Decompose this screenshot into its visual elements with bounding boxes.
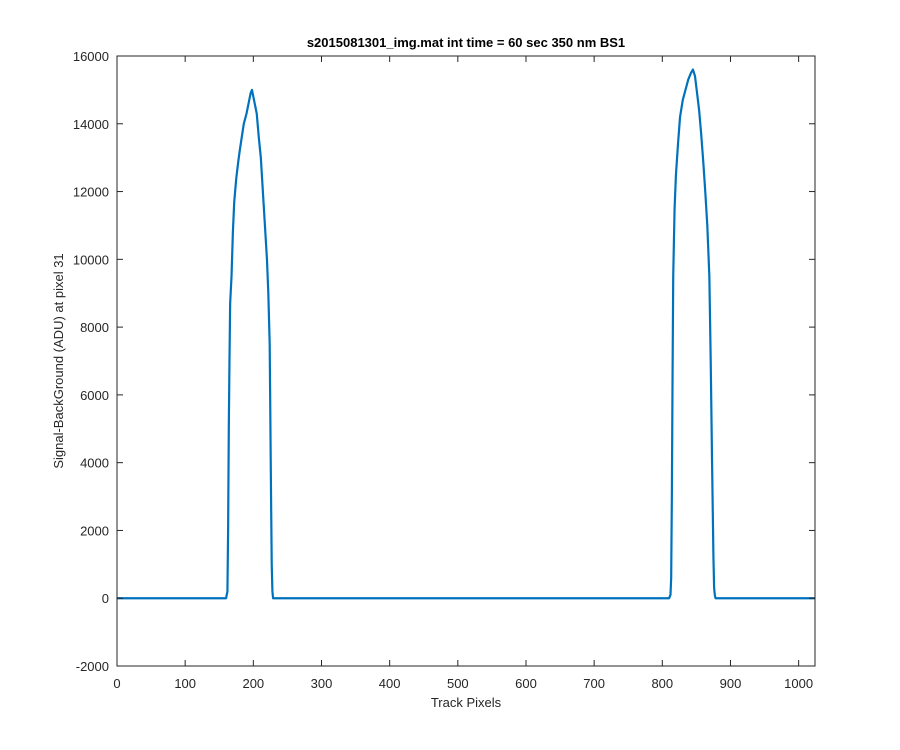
- y-tick-label: 2000: [80, 523, 109, 538]
- y-tick-label: 10000: [73, 252, 109, 267]
- x-tick-label: 1000: [784, 676, 813, 691]
- x-tick-label: 900: [720, 676, 742, 691]
- x-tick-label: 500: [447, 676, 469, 691]
- x-axis-label: Track Pixels: [431, 695, 502, 710]
- x-tick-label: 800: [651, 676, 673, 691]
- x-tick-label: 0: [113, 676, 120, 691]
- y-tick-label: 6000: [80, 388, 109, 403]
- x-tick-label: 600: [515, 676, 537, 691]
- plot-area: [116, 55, 816, 667]
- y-axis-label: Signal-BackGround (ADU) at pixel 31: [51, 253, 66, 468]
- y-tick-label: 16000: [73, 49, 109, 64]
- series-line-0: [117, 68, 815, 600]
- chart-title: s2015081301_img.mat int time = 60 sec 35…: [307, 35, 625, 50]
- x-tick-label: 400: [379, 676, 401, 691]
- y-tick-label: 4000: [80, 456, 109, 471]
- x-tick-label: 200: [242, 676, 264, 691]
- y-tick-label: 0: [102, 591, 109, 606]
- axes-box: [116, 55, 816, 667]
- x-tick-label: 300: [311, 676, 333, 691]
- x-tick-label: 700: [583, 676, 605, 691]
- x-tick-label: 100: [174, 676, 196, 691]
- y-tick-label: 12000: [73, 185, 109, 200]
- y-axis: -2000 0 2000 4000 6000 8000 10000 12000 14000 160…: [73, 49, 815, 674]
- x-axis: 0 100 200 300 400 500 600 700 800 900 1000: [113, 56, 813, 691]
- y-tick-label: 14000: [73, 117, 109, 132]
- y-tick-label: -2000: [76, 659, 109, 674]
- y-tick-label: 8000: [80, 320, 109, 335]
